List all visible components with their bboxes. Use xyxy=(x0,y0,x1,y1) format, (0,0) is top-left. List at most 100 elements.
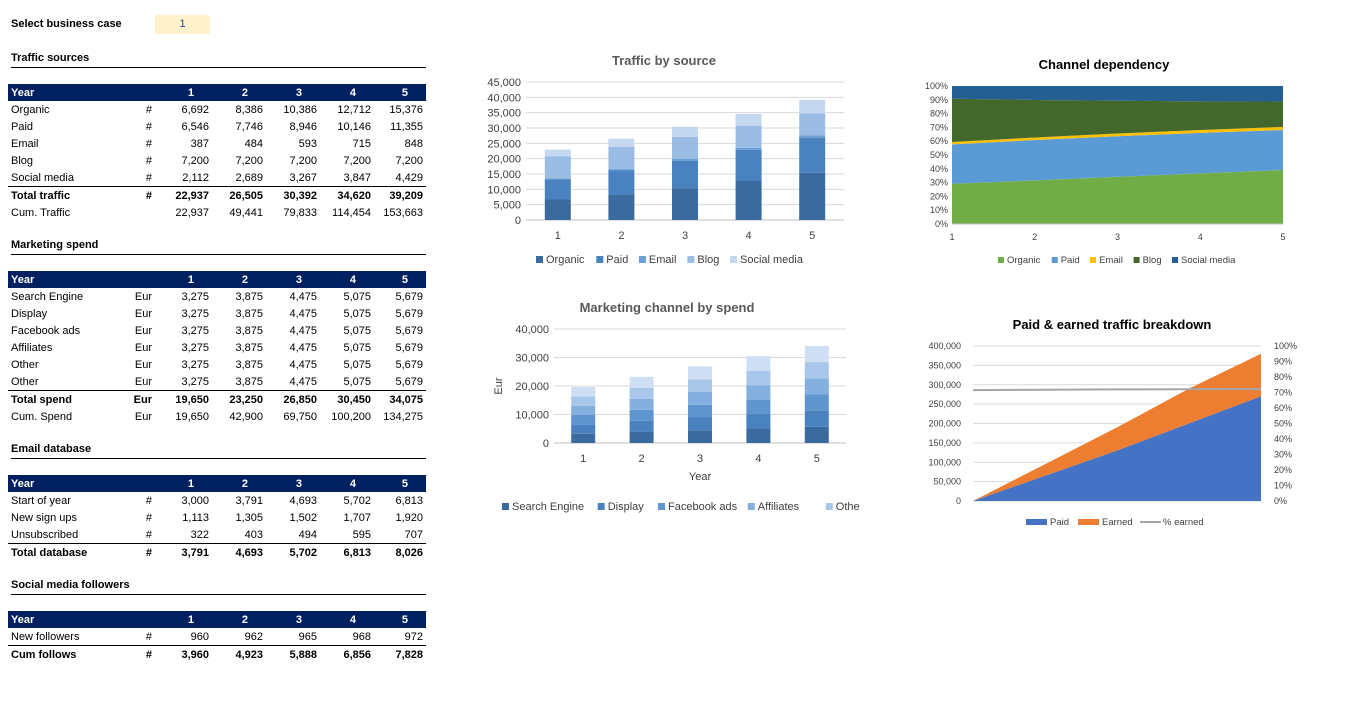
value-cell: 3,275 xyxy=(181,307,209,320)
legend-label: Search Engine xyxy=(512,501,584,513)
value-cell: 4,693 xyxy=(289,494,317,507)
y-tick-label: 90% xyxy=(930,95,948,105)
header-cell: 1 xyxy=(158,271,212,288)
area-series xyxy=(952,129,1283,184)
value-cell: 4,475 xyxy=(289,341,317,354)
bar-segment xyxy=(804,362,829,379)
value-cell: 34,075 xyxy=(374,390,426,408)
value-cell: 42,900 xyxy=(229,410,263,423)
table-row: Search Engine Eur 3,275 3,875 4,475 5,075 5,67… xyxy=(8,288,426,305)
value-cell: 5,075 xyxy=(343,324,371,337)
legend-label: Social media xyxy=(740,254,804,266)
y-tick-label: 45,000 xyxy=(487,77,521,89)
y2-tick-label: 30% xyxy=(1274,450,1292,460)
bar-segment xyxy=(799,172,826,220)
row-label: Other xyxy=(11,358,39,371)
y2-tick-label: 20% xyxy=(1274,465,1292,475)
x-tick-label: 3 xyxy=(682,230,688,242)
bar-segment xyxy=(629,398,654,410)
value-cell: 403 xyxy=(244,528,263,541)
y2-tick-label: 70% xyxy=(1274,388,1292,398)
y-tick-label: 30% xyxy=(930,178,948,188)
value-cell: 22,937 xyxy=(175,206,209,219)
row-label: Blog xyxy=(11,154,34,167)
value-cell: 4,923 xyxy=(212,645,266,663)
y-tick-label: 250,000 xyxy=(928,399,961,409)
data-table: Year 1 2 3 4 5 Search Engine Eur 3,275 3,875 4,475… xyxy=(8,271,426,425)
row-unit: # xyxy=(145,137,152,150)
value-cell: 26,505 xyxy=(212,186,266,204)
legend-swatch xyxy=(1172,257,1178,263)
value-cell: 6,856 xyxy=(320,645,374,663)
table-title: Traffic sources xyxy=(11,52,426,68)
y-tick-label: 70% xyxy=(930,122,948,132)
value-cell: 1,707 xyxy=(343,511,371,524)
bar-segment xyxy=(799,135,826,139)
table-row: Cum follows #3,960 4,923 5,888 6,856 7,828 xyxy=(8,645,426,663)
value-cell: 5,888 xyxy=(266,645,320,663)
chart-title: Marketing channel by spend xyxy=(580,300,755,315)
bar-segment xyxy=(629,431,654,443)
value-cell: 7,200 xyxy=(343,154,371,167)
value-cell: 494 xyxy=(298,528,317,541)
bar-segment xyxy=(571,396,596,406)
legend-label: Paid xyxy=(1061,255,1080,266)
bar-segment xyxy=(799,138,826,173)
value-cell: 5,075 xyxy=(343,358,371,371)
bar-segment xyxy=(544,156,571,179)
x-tick-label: 2 xyxy=(639,453,645,465)
x-tick-label: 3 xyxy=(1115,232,1120,242)
header-cell: 2 xyxy=(212,84,266,101)
header-cell: 5 xyxy=(374,475,426,492)
value-cell: 4,693 xyxy=(212,543,266,561)
row-label: Unsubscribed xyxy=(11,528,79,541)
row-label: Cum follows xyxy=(8,645,128,663)
x-tick-label: 5 xyxy=(1280,232,1285,242)
y-tick-label: 25,000 xyxy=(487,138,521,150)
header-cell xyxy=(128,271,158,288)
value-cell: 707 xyxy=(404,528,423,541)
row-unit: # xyxy=(145,171,152,184)
row-label: Total spend xyxy=(8,390,128,408)
bar-segment xyxy=(746,370,771,386)
row-label: Cum. Spend xyxy=(11,410,73,423)
area-series xyxy=(952,126,1283,145)
bar-segment xyxy=(629,387,654,399)
legend-swatch xyxy=(747,503,755,510)
table-title: Marketing spend xyxy=(11,239,426,255)
value-cell: 5,679 xyxy=(395,375,423,388)
value-cell: 12,712 xyxy=(337,103,371,116)
table-row: Other Eur 3,275 3,875 4,475 5,075 5,679 xyxy=(8,373,426,391)
legend-label: Other xyxy=(836,501,860,513)
y-tick-label: 200,000 xyxy=(928,419,961,429)
x-tick-label: 2 xyxy=(618,230,624,242)
business-case-input[interactable]: 1 xyxy=(155,15,210,34)
value-cell: 39,209 xyxy=(374,186,426,204)
bar-segment xyxy=(688,366,712,380)
value-cell: 11,355 xyxy=(390,120,423,133)
x-tick-label: 5 xyxy=(814,453,820,465)
row-unit: Eur xyxy=(134,324,152,337)
y-tick-label: 5,000 xyxy=(493,200,521,212)
value-cell: 5,075 xyxy=(343,290,371,303)
value-cell: 3,275 xyxy=(181,341,209,354)
header-cell: 2 xyxy=(212,475,266,492)
legend-label: Organic xyxy=(546,254,585,266)
y2-tick-label: 10% xyxy=(1274,481,1292,491)
value-cell: 1,113 xyxy=(182,511,209,524)
value-cell: 4,475 xyxy=(289,358,317,371)
bar-segment xyxy=(735,125,762,148)
legend-swatch xyxy=(536,256,543,263)
header-cell xyxy=(128,611,158,628)
value-cell: 322 xyxy=(190,528,209,541)
y-tick-label: 150,000 xyxy=(928,438,961,448)
legend-label: Paid xyxy=(1050,517,1069,528)
legend-swatch xyxy=(638,256,646,263)
table-row: Total database #3,791 4,693 5,702 6,813 8,026 xyxy=(8,543,426,561)
value-cell: 848 xyxy=(404,137,423,150)
table-row: Paid #6,546 7,746 8,946 10,146 11,355 xyxy=(8,118,426,135)
value-cell: 153,663 xyxy=(383,206,423,219)
value-cell: 15,376 xyxy=(389,103,423,116)
y-tick-label: 40,000 xyxy=(487,92,521,104)
value-cell: 3,875 xyxy=(235,307,263,320)
